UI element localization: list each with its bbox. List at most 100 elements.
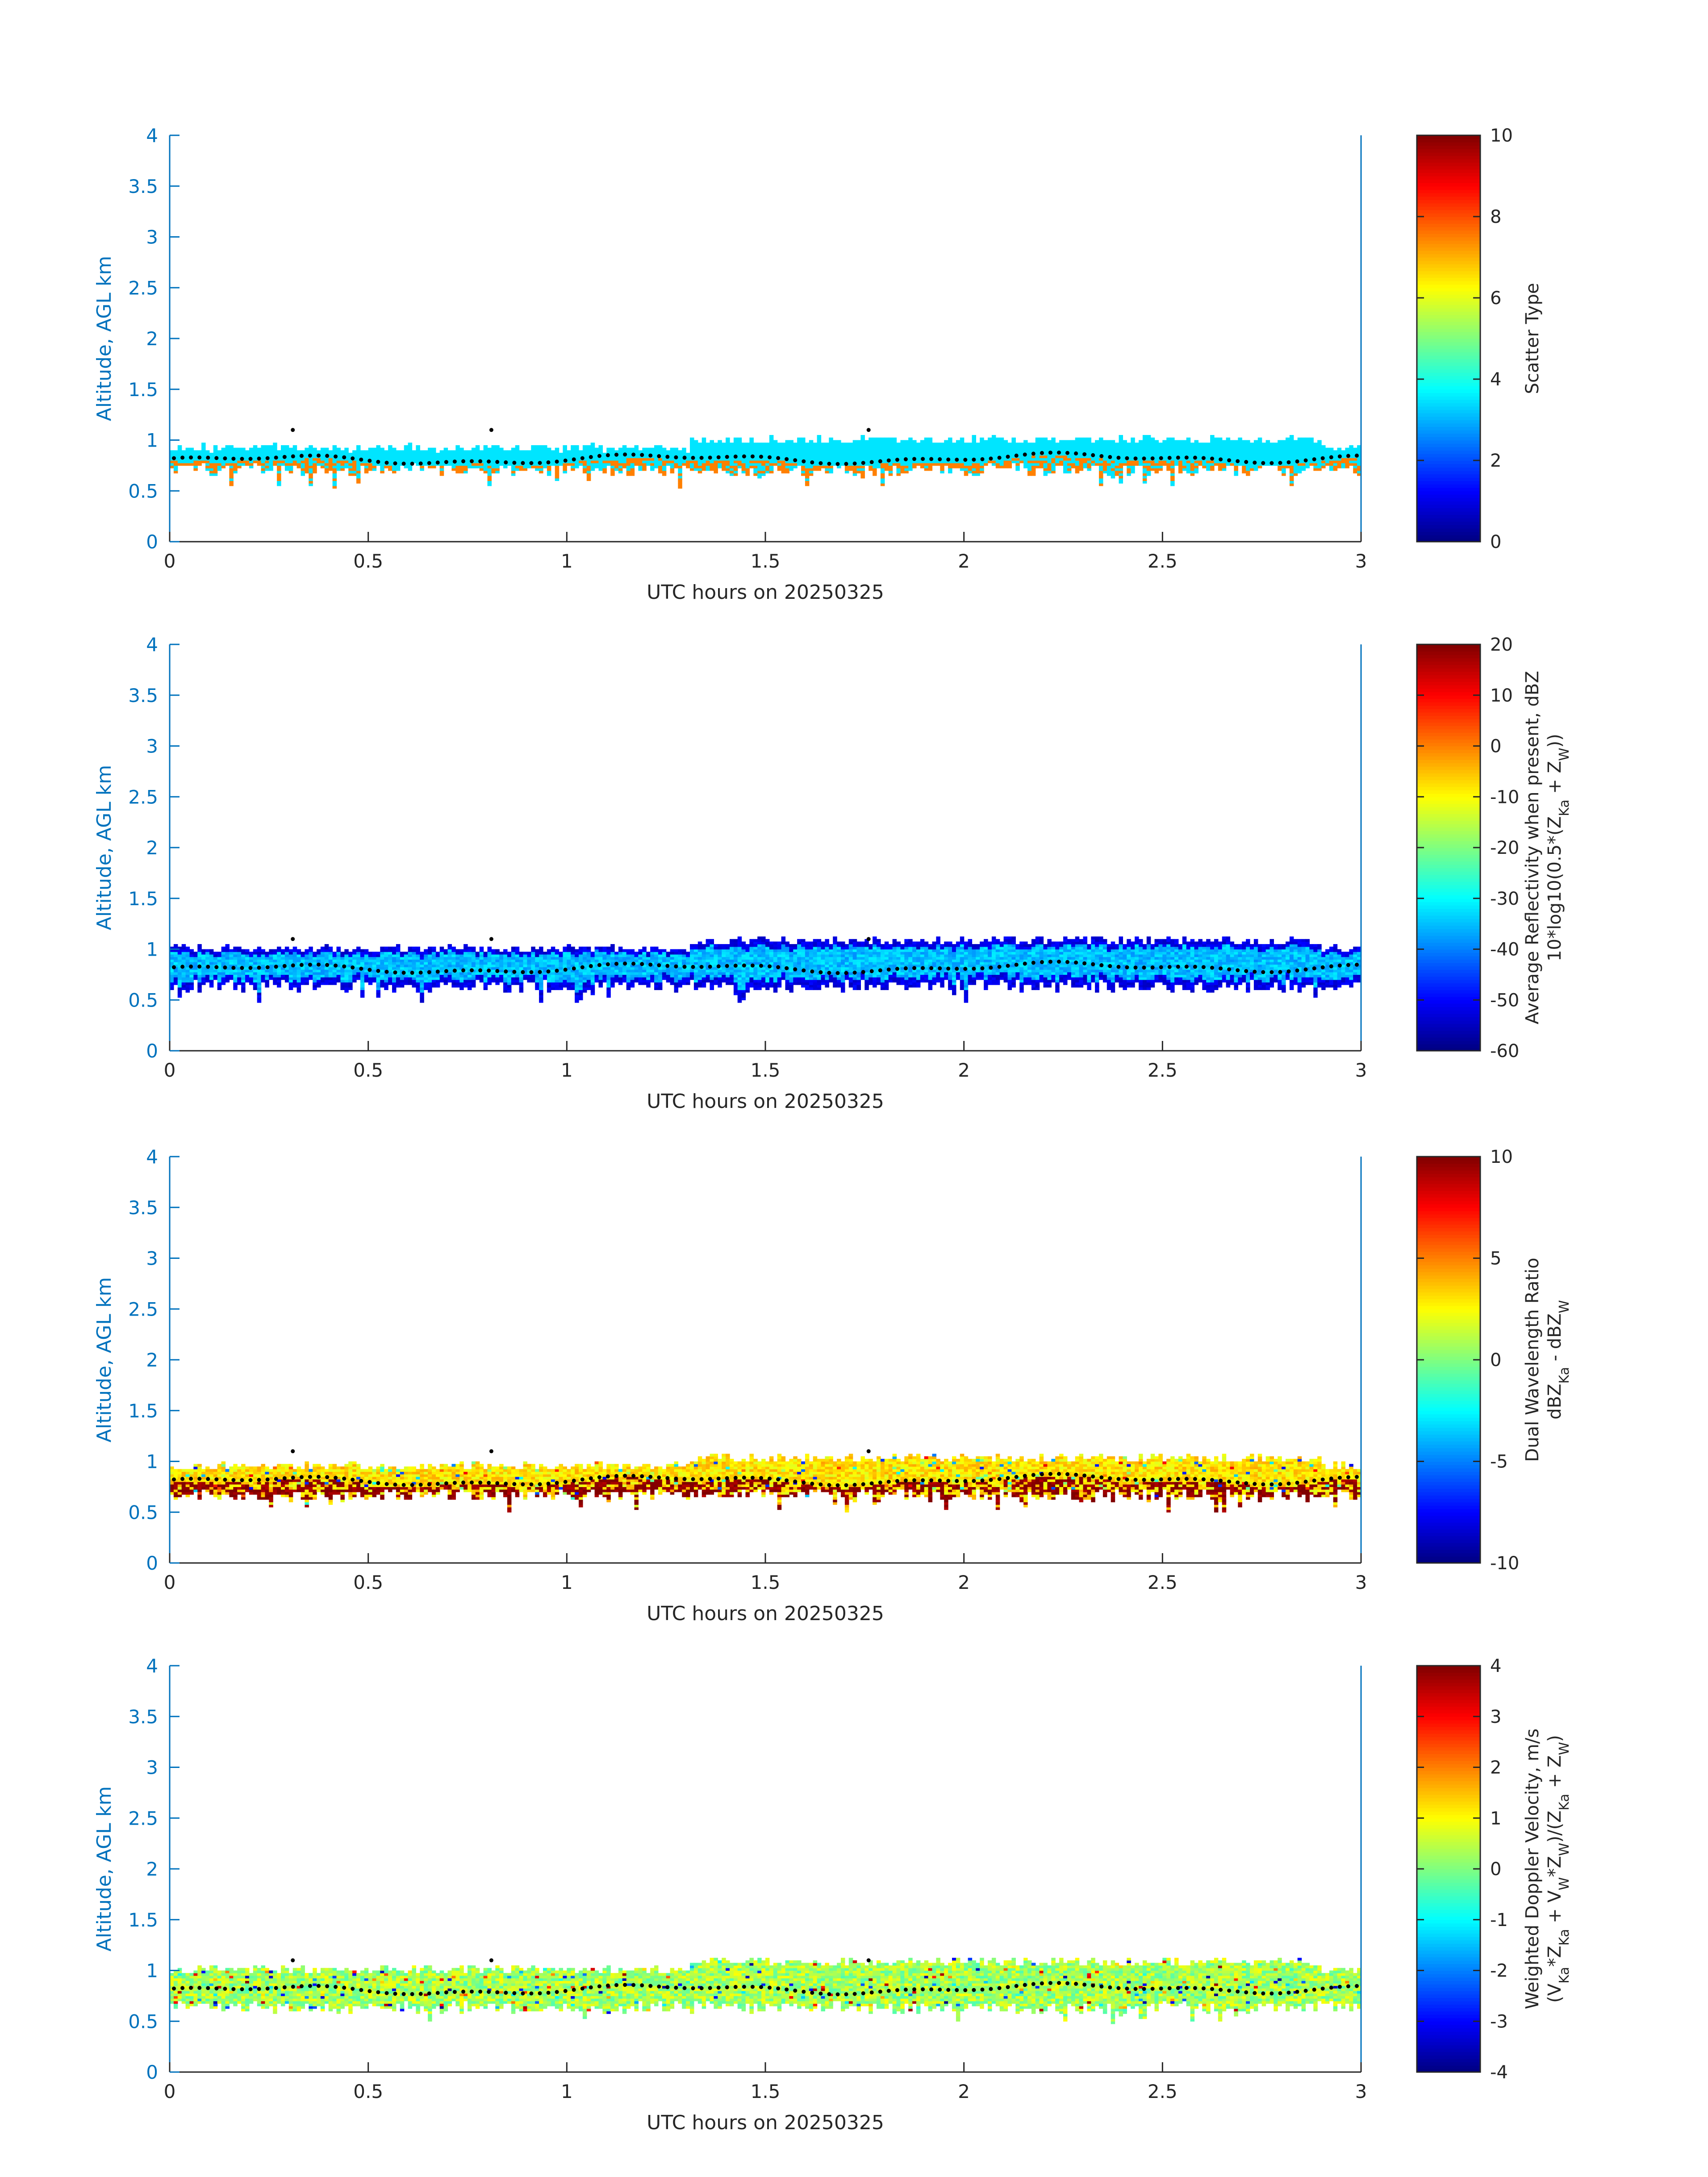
heatmap-cell bbox=[225, 445, 230, 448]
heatmap-cell bbox=[265, 468, 269, 471]
heatmap-cell bbox=[1115, 458, 1119, 461]
heatmap-cell bbox=[416, 972, 420, 975]
heatmap-cell bbox=[706, 463, 710, 466]
heatmap-cell bbox=[598, 458, 603, 461]
heatmap-cell bbox=[594, 463, 599, 466]
heatmap-cell bbox=[869, 450, 873, 453]
heatmap-cell bbox=[813, 468, 818, 471]
heatmap-cell bbox=[1333, 468, 1338, 471]
heatmap-cell bbox=[1293, 473, 1298, 476]
y-tick-label: 0 bbox=[146, 531, 158, 553]
heatmap-cell bbox=[539, 468, 543, 471]
heatmap-cell bbox=[376, 982, 380, 985]
heatmap-cell bbox=[400, 961, 405, 965]
heatmap-cell bbox=[201, 977, 206, 980]
heatmap-cell bbox=[1257, 447, 1262, 451]
cloud-base-point bbox=[631, 452, 636, 457]
heatmap-cell bbox=[809, 455, 814, 458]
heatmap-cell bbox=[356, 465, 361, 468]
heatmap-cell bbox=[185, 977, 190, 980]
heatmap-cell bbox=[269, 455, 273, 458]
heatmap-cell bbox=[269, 460, 273, 464]
heatmap-cell bbox=[1111, 443, 1115, 446]
heatmap-cell bbox=[384, 946, 388, 950]
heatmap-cell bbox=[288, 470, 293, 474]
heatmap-cell bbox=[1055, 447, 1060, 451]
heatmap-cell bbox=[292, 959, 297, 962]
heatmap-cell bbox=[1146, 460, 1151, 464]
heatmap-cell bbox=[420, 964, 424, 967]
heatmap-cell bbox=[543, 450, 547, 453]
heatmap-cell bbox=[368, 982, 373, 985]
heatmap-cell bbox=[177, 954, 182, 957]
heatmap-cell bbox=[1107, 452, 1111, 456]
heatmap-cell bbox=[305, 465, 309, 468]
heatmap-cell bbox=[1079, 445, 1084, 448]
heatmap-cell bbox=[1123, 440, 1127, 443]
heatmap-cell bbox=[483, 979, 488, 983]
heatmap-cell bbox=[730, 450, 734, 453]
heatmap-cell bbox=[301, 961, 305, 965]
heatmap-cell bbox=[173, 468, 178, 471]
heatmap-cell bbox=[769, 468, 774, 471]
heatmap-cell bbox=[916, 443, 921, 446]
heatmap-cell bbox=[197, 977, 202, 980]
heatmap-cell bbox=[1102, 452, 1107, 456]
heatmap-cell bbox=[1250, 447, 1254, 451]
cloud-base-point bbox=[810, 460, 814, 464]
heatmap-cell bbox=[483, 972, 488, 975]
heatmap-cell bbox=[1242, 447, 1246, 451]
heatmap-cell bbox=[702, 458, 706, 461]
heatmap-cell bbox=[296, 990, 301, 993]
heatmap-cell bbox=[654, 465, 659, 468]
heatmap-cell bbox=[352, 458, 357, 461]
heatmap-cell bbox=[273, 443, 277, 446]
heatmap-cell bbox=[527, 460, 531, 464]
heatmap-cell bbox=[475, 455, 480, 458]
heatmap-cell bbox=[968, 443, 973, 446]
heatmap-cell bbox=[860, 470, 865, 474]
heatmap-cell bbox=[455, 470, 460, 474]
heatmap-cell bbox=[253, 452, 258, 456]
heatmap-cell bbox=[1309, 455, 1314, 458]
heatmap-cell bbox=[309, 972, 313, 975]
heatmap-cell bbox=[1238, 460, 1242, 464]
heatmap-cell bbox=[241, 954, 246, 957]
heatmap-cell bbox=[1087, 465, 1091, 468]
heatmap-cell bbox=[642, 450, 647, 453]
heatmap-cell bbox=[352, 470, 357, 474]
heatmap-cell bbox=[435, 959, 440, 962]
heatmap-cell bbox=[356, 964, 361, 967]
heatmap-cell bbox=[281, 447, 285, 451]
heatmap-cell bbox=[1194, 468, 1199, 471]
colorbar-segment bbox=[1417, 497, 1480, 501]
heatmap-cell bbox=[626, 473, 631, 476]
heatmap-cell bbox=[487, 463, 492, 466]
heatmap-cell bbox=[1158, 468, 1163, 471]
cloud-base-point bbox=[325, 454, 330, 458]
colorbar-segment bbox=[1417, 247, 1480, 251]
heatmap-cell bbox=[892, 460, 897, 464]
heatmap-cell bbox=[722, 463, 726, 466]
heatmap-cell bbox=[662, 450, 667, 453]
heatmap-cell bbox=[948, 443, 952, 446]
heatmap-cell bbox=[1293, 463, 1298, 466]
heatmap-cell bbox=[984, 450, 988, 453]
heatmap-cell bbox=[932, 445, 936, 448]
heatmap-cell bbox=[519, 972, 524, 975]
heatmap-cell bbox=[1170, 478, 1175, 481]
heatmap-cell bbox=[1039, 463, 1044, 466]
heatmap-cell bbox=[622, 445, 627, 448]
heatmap-cell bbox=[869, 445, 873, 448]
heatmap-cell bbox=[1154, 443, 1159, 446]
heatmap-cell bbox=[237, 458, 242, 461]
heatmap-cell bbox=[1242, 470, 1246, 474]
cloud-base-point bbox=[869, 460, 874, 464]
heatmap-cell bbox=[209, 967, 214, 970]
heatmap-cell bbox=[999, 445, 1004, 448]
heatmap-cell bbox=[443, 463, 448, 466]
heatmap-cell bbox=[606, 458, 611, 461]
heatmap-cell bbox=[324, 952, 329, 955]
heatmap-cell bbox=[320, 450, 325, 453]
heatmap-cell bbox=[1242, 450, 1246, 453]
